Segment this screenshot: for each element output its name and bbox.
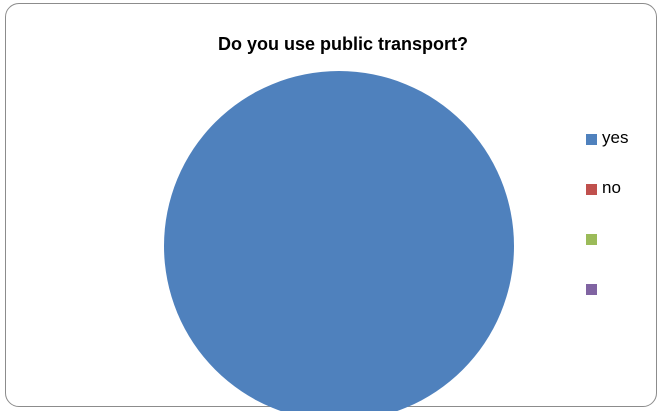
legend-label: no	[602, 178, 621, 197]
chart-title: Do you use public transport?	[217, 34, 468, 54]
legend-swatch	[586, 184, 597, 195]
legend-swatch	[586, 234, 597, 245]
legend-label: yes	[602, 128, 629, 147]
legend-swatch	[586, 284, 597, 295]
legend-swatch	[586, 134, 597, 145]
pie-slice-yes	[164, 71, 514, 411]
